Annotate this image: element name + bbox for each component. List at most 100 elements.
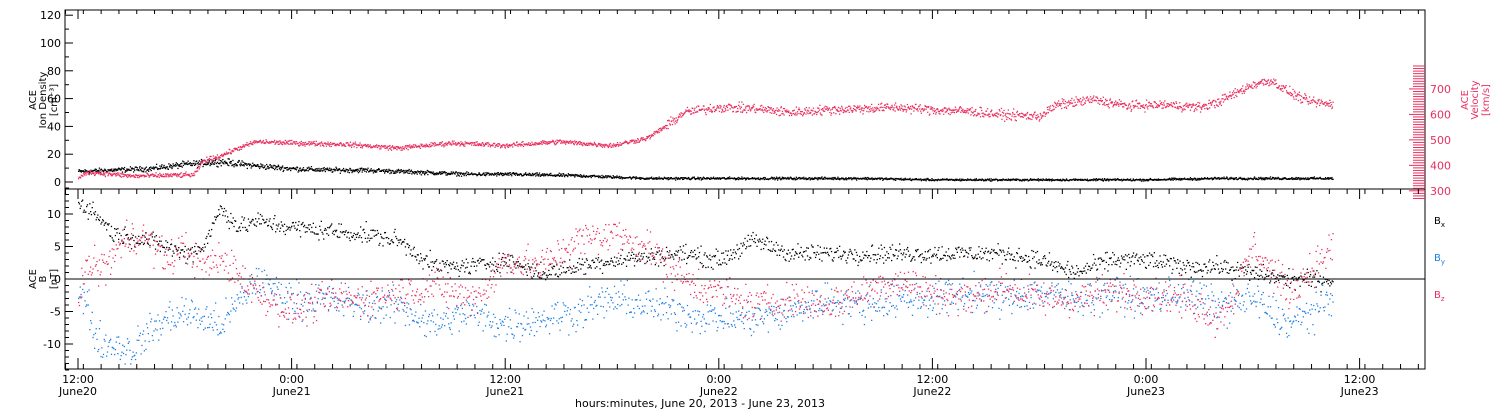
velocity-point [1228, 96, 1230, 98]
velocity-point [695, 111, 697, 113]
density-point [925, 180, 927, 182]
density-point [1327, 178, 1329, 180]
velocity-point [261, 142, 263, 144]
bx-point [112, 239, 114, 241]
velocity-point [1068, 100, 1070, 102]
density-point [817, 179, 819, 181]
velocity-point [1032, 116, 1034, 118]
density-point [518, 174, 520, 176]
velocity-point [520, 143, 522, 146]
density-point [315, 170, 317, 172]
density-point [920, 180, 922, 182]
velocity-point [135, 174, 137, 176]
density-point [525, 172, 527, 174]
velocity-point [881, 109, 883, 112]
density-point [1149, 179, 1151, 181]
velocity-point [698, 105, 700, 107]
velocity-point [169, 175, 171, 177]
density-point [321, 168, 323, 170]
density-point [497, 173, 499, 176]
velocity-point [567, 142, 569, 144]
density-point [558, 172, 560, 174]
velocity-point [741, 111, 744, 113]
velocity-point [161, 174, 163, 176]
density-point [445, 172, 448, 174]
density-point [737, 176, 739, 179]
velocity-point [1142, 104, 1145, 106]
density-point [95, 170, 97, 172]
density-point [1014, 179, 1016, 181]
velocity-point [460, 141, 462, 143]
bx-point [124, 226, 126, 228]
velocity-point [990, 110, 992, 112]
bx-point [284, 233, 286, 236]
velocity-point [125, 174, 127, 177]
bx-point [231, 221, 233, 224]
density-point [885, 177, 888, 179]
density-point [583, 174, 585, 176]
velocity-point [1070, 99, 1072, 102]
density-point [516, 173, 518, 175]
velocity-point [93, 172, 95, 174]
velocity-point [1013, 108, 1015, 110]
bx-point [192, 261, 194, 263]
velocity-point [655, 131, 657, 133]
velocity-point [1010, 119, 1013, 121]
density-point [496, 172, 498, 174]
velocity-point [841, 105, 843, 107]
density-point [727, 177, 729, 180]
velocity-point [284, 143, 286, 145]
velocity-point [301, 144, 303, 146]
density-point [787, 177, 789, 179]
density-point [687, 176, 690, 179]
velocity-point [230, 151, 232, 153]
velocity-point [619, 142, 621, 144]
bx-point [287, 228, 289, 230]
density-point [1234, 178, 1236, 180]
velocity-point [591, 143, 593, 146]
velocity-point [743, 108, 745, 111]
velocity-point [480, 144, 482, 146]
velocity-point [818, 107, 820, 109]
density-point [1001, 179, 1004, 181]
density-point [696, 177, 699, 180]
density-point [879, 177, 881, 179]
velocity-point [1201, 108, 1203, 110]
velocity-point [776, 107, 778, 109]
density-point [914, 178, 917, 180]
velocity-point [558, 140, 560, 142]
velocity-point [249, 141, 252, 143]
bx-point [98, 218, 100, 221]
velocity-point [645, 138, 647, 140]
density-point [715, 177, 717, 179]
velocity-point [420, 143, 422, 145]
velocity-point [954, 109, 956, 111]
density-point [1268, 178, 1270, 180]
density-point [235, 165, 237, 167]
velocity-point [857, 105, 859, 107]
velocity-point [474, 144, 477, 147]
velocity-point [723, 104, 725, 107]
density-point [798, 176, 801, 179]
velocity-point [971, 107, 973, 109]
bx-point [78, 201, 80, 204]
density-point [719, 177, 721, 179]
velocity-point [181, 176, 183, 178]
density-point [463, 174, 465, 177]
bx-point [158, 243, 160, 245]
velocity-point [1319, 104, 1321, 107]
velocity-point [205, 161, 207, 163]
velocity-point [960, 111, 962, 113]
velocity-point [402, 146, 404, 148]
density-point [1291, 177, 1293, 179]
density-point [1031, 179, 1033, 181]
density-point [98, 171, 100, 173]
density-point [136, 167, 138, 169]
velocity-point [1105, 100, 1107, 102]
velocity-point [1315, 101, 1317, 103]
density-point [639, 178, 642, 180]
velocity-point [1275, 79, 1277, 81]
velocity-point [1231, 94, 1233, 96]
bx-point [106, 229, 108, 231]
density-point [1312, 177, 1314, 179]
